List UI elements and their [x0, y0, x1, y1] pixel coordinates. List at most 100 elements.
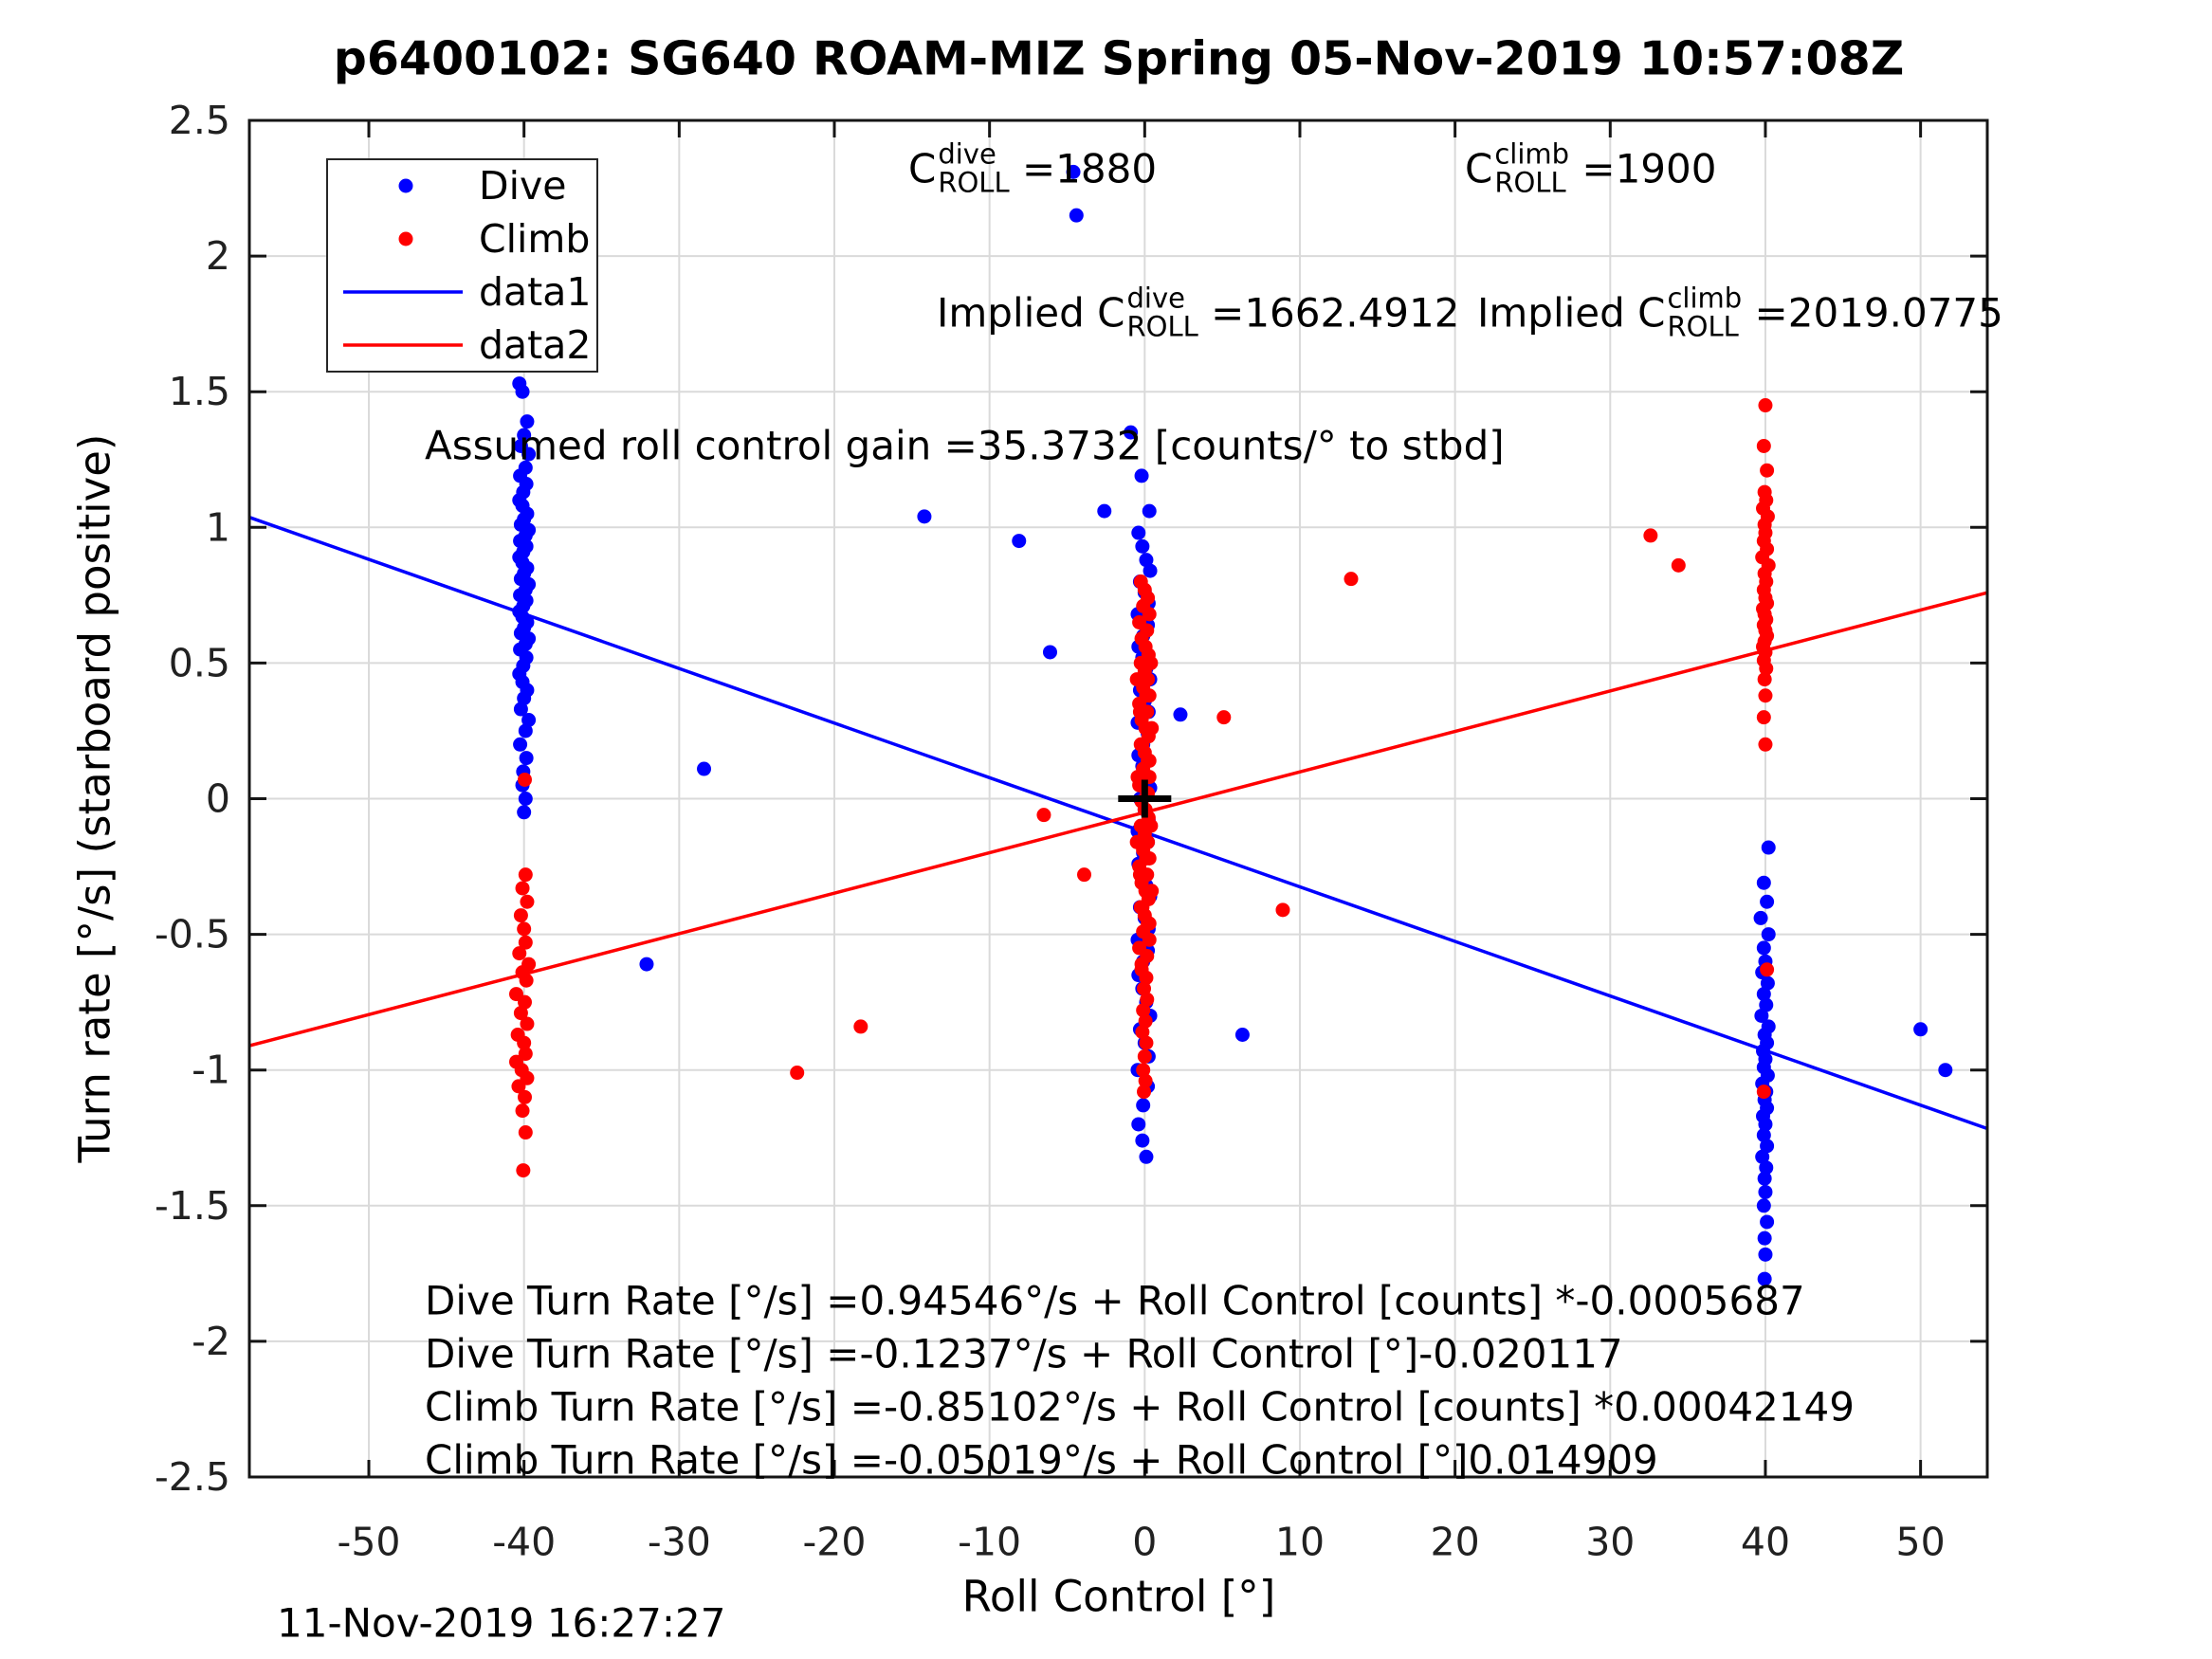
scatter-point-climb — [1136, 1063, 1151, 1078]
scatter-point-climb — [515, 881, 530, 896]
scatter-point-climb — [517, 1035, 532, 1050]
legend-label-data2: data2 — [479, 322, 591, 368]
scatter-point-climb — [1137, 1085, 1152, 1100]
scatter-point-climb — [1132, 704, 1147, 720]
scatter-point-dive — [1760, 975, 1775, 991]
scatter-point-dive — [1173, 707, 1188, 722]
scatter-point-dive — [1136, 1098, 1151, 1113]
scatter-point-dive — [1759, 1160, 1774, 1176]
scatter-point-dive — [1135, 1133, 1150, 1148]
annotation-supsub: dive ROLL — [1126, 282, 1197, 341]
annotation-prefix: C — [908, 145, 937, 192]
scatter-point-climb — [512, 946, 527, 961]
scatter-point-dive — [1758, 1117, 1773, 1132]
annotation-subscript: ROLL — [1667, 311, 1739, 343]
scatter-point-climb — [1036, 808, 1051, 823]
scatter-point-climb — [1216, 710, 1232, 725]
scatter-point-dive — [1097, 503, 1112, 519]
legend-label-dive: Dive — [479, 163, 566, 209]
scatter-point-dive — [1234, 1027, 1250, 1042]
scatter-point-climb — [1076, 867, 1091, 883]
y-tick-label: -1 — [192, 1048, 230, 1093]
scatter-point-climb — [1756, 438, 1771, 453]
scatter-point-dive — [1756, 940, 1771, 956]
scatter-point-dive — [917, 509, 932, 524]
scatter-point-climb — [1142, 916, 1157, 931]
scatter-point-climb — [1138, 1013, 1153, 1029]
scatter-point-dive — [1756, 1198, 1771, 1213]
scatter-point-dive — [1756, 987, 1771, 1002]
scatter-point-climb — [1758, 688, 1773, 703]
scatter-point-dive — [1142, 503, 1157, 519]
scatter-point-climb — [1143, 655, 1159, 670]
y-tick-label: 2.5 — [169, 98, 230, 143]
scatter-point-dive — [1124, 425, 1139, 440]
scatter-point-dive — [521, 447, 537, 462]
scatter-point-dive — [517, 691, 532, 706]
y-tick-label: 2 — [206, 233, 230, 279]
scatter-point-climb — [1137, 981, 1152, 996]
scatter-point-climb — [1135, 1025, 1150, 1040]
y-axis-title: Turn rate [°/s] (starboard positive) — [69, 433, 120, 1163]
scatter-point-dive — [1757, 1231, 1772, 1246]
scatter-point-dive — [1755, 1149, 1770, 1164]
scatter-point-dive — [1139, 553, 1154, 568]
scatter-point-dive — [697, 761, 712, 776]
scatter-point-climb — [519, 973, 534, 988]
scatter-point-climb — [1671, 557, 1686, 573]
scatter-point-climb — [853, 1019, 868, 1034]
scatter-point-climb — [518, 935, 533, 950]
origin-cross-marker — [1118, 779, 1172, 818]
climb-fit-degrees: Climb Turn Rate [°/s] =-0.05019°/s + Rol… — [425, 1436, 1658, 1484]
scatter-point-climb — [1144, 884, 1160, 899]
scatter-point-dive — [1913, 1022, 1929, 1037]
annotation-superscript: climb — [1494, 137, 1570, 171]
scatter-point-climb — [1758, 398, 1773, 413]
scatter-point-dive — [1759, 997, 1774, 1012]
scatter-point-climb — [1757, 672, 1772, 687]
annotation-subscript: ROLL — [938, 167, 1010, 199]
scatter-point-dive — [1760, 1139, 1775, 1154]
scatter-point-dive — [517, 428, 532, 443]
scatter-point-climb — [518, 1125, 533, 1140]
scatter-point-dive — [513, 702, 528, 717]
scatter-point-climb — [1129, 672, 1144, 687]
scatter-point-climb — [1135, 737, 1150, 752]
scatter-point-climb — [1130, 770, 1145, 785]
dive-fit-degrees: Dive Turn Rate [°/s] =-0.1237°/s + Roll … — [425, 1330, 1623, 1377]
axis-ticks — [249, 118, 1987, 1479]
scatter-point-dive — [1066, 164, 1081, 179]
annotation-superscript: dive — [938, 137, 996, 171]
scatter-point-dive — [521, 713, 537, 728]
annotation-supsub: dive ROLL — [938, 137, 1010, 199]
scatter-point-climb — [516, 1163, 531, 1178]
scatter-point-climb — [517, 1089, 532, 1104]
scatter-point-dive — [1756, 875, 1771, 890]
scatter-point-climb — [517, 994, 532, 1010]
scatter-point-climb — [1759, 661, 1774, 676]
legend: Dive Climb data1 data2 — [326, 158, 598, 373]
scatter-point-climb — [518, 867, 533, 883]
annotation-superscript: dive — [1126, 282, 1185, 315]
y-tick-label: -0.5 — [155, 912, 230, 957]
scatter-point-climb — [1760, 463, 1775, 478]
x-tick-label: -40 — [492, 1519, 556, 1564]
x-axis-title: Roll Control [°] — [961, 1571, 1276, 1622]
scatter-point-climb — [1144, 720, 1160, 736]
scatter-point-climb — [1143, 818, 1159, 833]
annotation-superscript: climb — [1667, 282, 1743, 315]
scatter-point-dive — [513, 737, 528, 752]
scatter-point-climb — [1139, 850, 1154, 866]
scatter-point-dive — [1131, 525, 1146, 540]
scatter-point-climb — [1132, 867, 1147, 883]
annotation-value: =1880 — [1009, 145, 1158, 192]
scatter-point-climb — [1139, 970, 1154, 985]
scatter-point-climb — [1760, 962, 1775, 977]
y-tick-label: -1.5 — [155, 1183, 230, 1229]
scatter-point-dive — [1139, 1149, 1154, 1164]
scatter-point-climb — [515, 1103, 530, 1119]
